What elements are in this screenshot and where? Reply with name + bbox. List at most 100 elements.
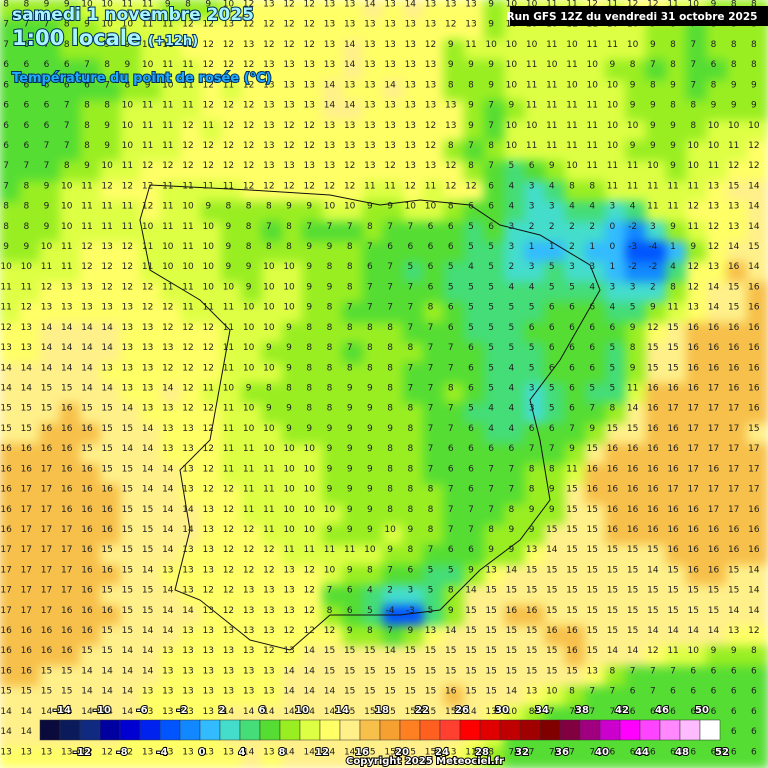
value: 6: [387, 242, 393, 252]
cell: [625, 120, 648, 143]
cell: [423, 241, 446, 264]
value: 7: [347, 303, 353, 313]
cell: [362, 100, 385, 123]
cell: [746, 59, 768, 82]
value: 2: [589, 222, 595, 232]
cell: [322, 221, 345, 244]
value: 11: [223, 404, 234, 414]
value: 15: [586, 444, 597, 454]
value: 8: [84, 141, 90, 151]
cell: [706, 79, 729, 103]
cell: [342, 100, 365, 123]
value: 11: [586, 121, 597, 131]
colorbar-label: 50: [695, 705, 709, 716]
cell: [564, 59, 588, 82]
value: 10: [202, 282, 214, 292]
value: 4: [569, 202, 575, 212]
cell: [362, 120, 385, 143]
cell: [686, 302, 709, 325]
cell: [423, 362, 446, 385]
cell: [302, 241, 325, 264]
cell: [120, 383, 143, 406]
cell: [504, 221, 527, 244]
cell: [463, 59, 487, 82]
value: 11: [81, 181, 92, 191]
cell: [443, 19, 466, 42]
cell: [383, 362, 406, 385]
cell: [241, 241, 264, 264]
value: 7: [630, 666, 636, 676]
run: Run GFS 12Z du vendredi 31 octobre 2025: [507, 11, 758, 23]
value: 7: [367, 282, 373, 292]
cell: [484, 120, 507, 143]
cell: [241, 281, 264, 305]
cell: [180, 302, 204, 325]
value: 15: [526, 666, 537, 676]
value: 13: [405, 101, 416, 111]
value: 13: [142, 747, 153, 757]
value: 3: [529, 181, 535, 191]
cell: [19, 201, 42, 224]
value: 13: [243, 40, 254, 50]
value: 3: [509, 222, 515, 232]
cell: [524, 423, 547, 446]
cell: [362, 0, 385, 22]
value: 12: [182, 363, 193, 373]
cell: [403, 79, 426, 103]
value: 9: [125, 60, 131, 70]
value: 7: [64, 101, 70, 111]
value: 13: [101, 242, 112, 252]
value: 6: [448, 242, 454, 252]
cell: [564, 180, 588, 204]
cell: [180, 342, 204, 365]
value: 11: [182, 101, 193, 111]
cell: [605, 180, 628, 204]
value: 12: [122, 181, 133, 191]
value: 13: [405, 60, 416, 70]
value: 16: [728, 343, 740, 353]
value: 12: [182, 161, 193, 171]
value: 15: [364, 646, 375, 656]
value: 13: [425, 80, 436, 90]
value: 17: [0, 565, 11, 575]
colorbar-box: [119, 719, 141, 741]
value: 10: [243, 323, 255, 333]
value: 16: [647, 485, 659, 495]
value: 7: [428, 424, 434, 434]
value: 13: [243, 586, 254, 596]
value: 7: [327, 222, 333, 232]
value: 8: [347, 323, 353, 333]
cell: [241, 120, 264, 143]
value: 3: [509, 242, 515, 252]
cell: [665, 39, 689, 62]
value: 5: [488, 323, 494, 333]
value: 17: [708, 444, 719, 454]
value: 6: [367, 262, 373, 272]
value: 9: [327, 485, 333, 495]
value: 16: [81, 545, 93, 555]
cell: [39, 241, 62, 264]
cell: [686, 362, 709, 385]
value: 15: [364, 687, 375, 697]
cell: [120, 423, 143, 446]
cell: [281, 160, 305, 183]
value: 15: [728, 181, 739, 191]
cell: [443, 140, 466, 163]
value: 9: [670, 121, 676, 131]
value: 6: [731, 747, 737, 757]
value: 11: [21, 282, 32, 292]
value: 16: [627, 485, 639, 495]
value: 15: [0, 404, 11, 414]
cell: [0, 423, 22, 446]
cell: [302, 59, 325, 82]
value: 13: [304, 80, 315, 90]
colorbar-label: -8: [116, 747, 127, 758]
cell: [120, 160, 143, 183]
cell: [544, 241, 567, 264]
value: -4: [648, 242, 657, 252]
cell: [544, 201, 567, 224]
cell: [0, 383, 22, 406]
value: 15: [101, 444, 112, 454]
colorbar-box: [239, 719, 261, 741]
value: 10: [243, 424, 255, 434]
